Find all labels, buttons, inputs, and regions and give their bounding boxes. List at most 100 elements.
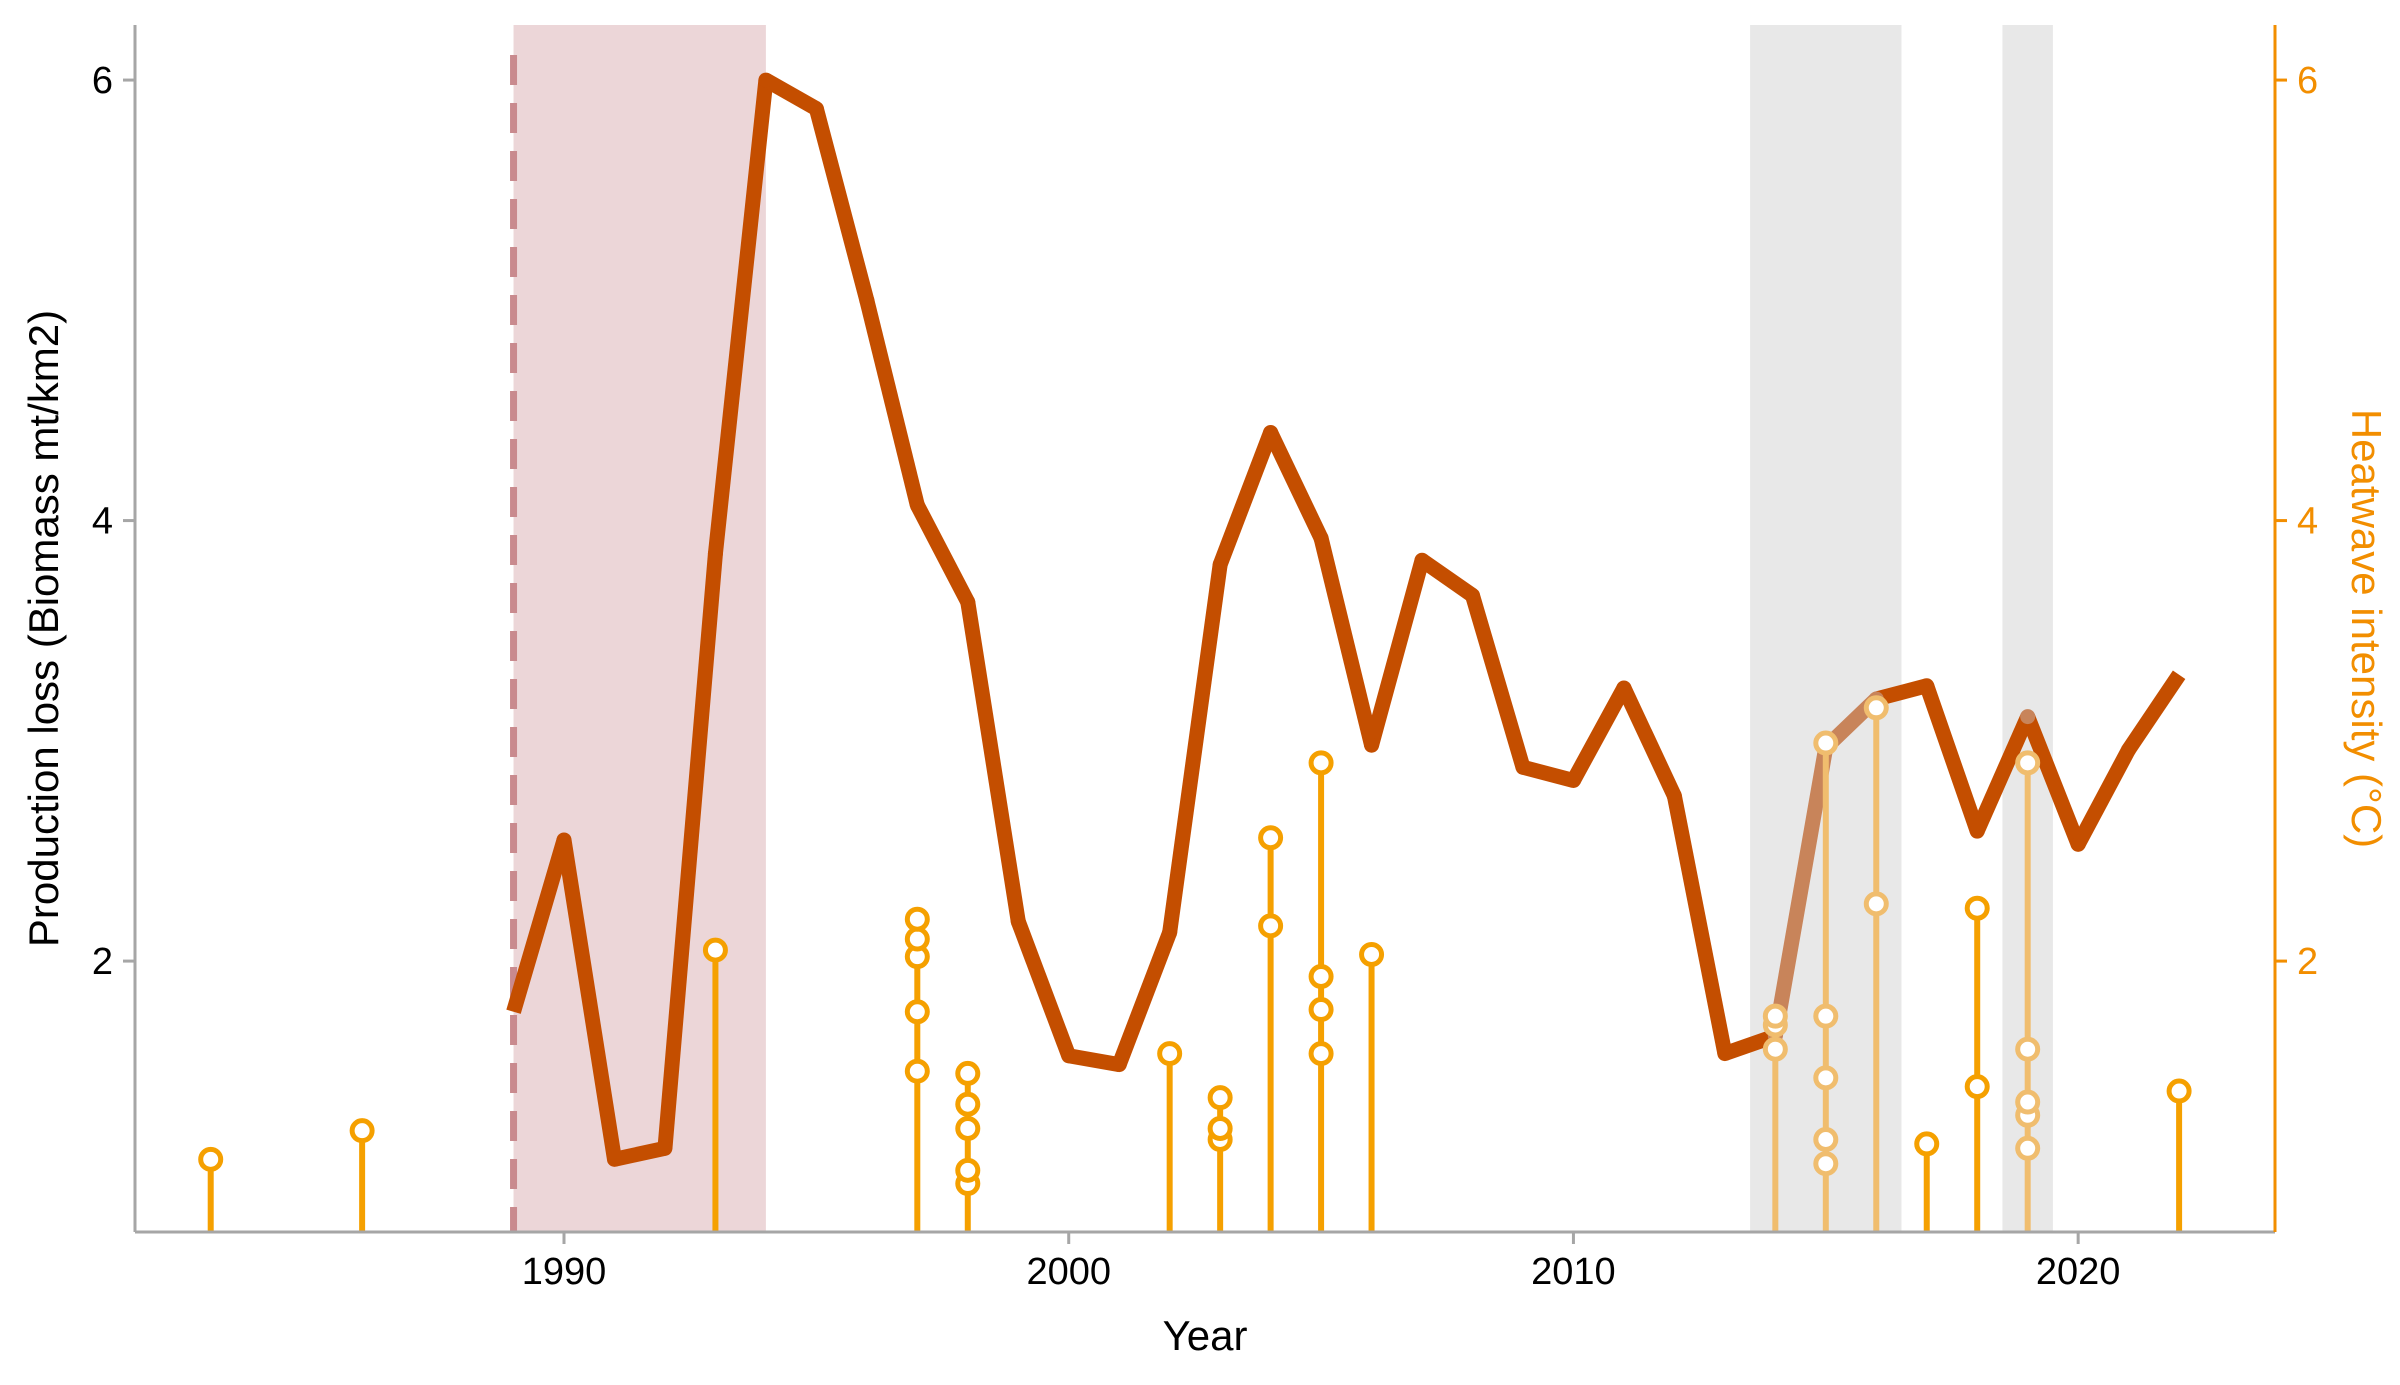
heatwave-marker <box>1813 1151 1839 1177</box>
production-loss-point <box>707 546 723 562</box>
production-loss-point <box>1969 823 1985 839</box>
x-tick-label: 2000 <box>1026 1251 1111 1293</box>
shaded-period-1 <box>513 25 766 1232</box>
production-loss-segment <box>1874 678 1929 707</box>
heatwave-marker <box>955 1060 981 1086</box>
heatwave-marker <box>198 1146 224 1172</box>
shaded-periods <box>510 25 2053 1232</box>
y-tick-label-right: 4 <box>2297 501 2318 543</box>
y-tick-label-left: 6 <box>92 60 113 102</box>
production-loss-series <box>506 72 2186 1167</box>
production-loss-point <box>1111 1057 1127 1073</box>
x-tick-label: 2020 <box>2036 1251 2121 1293</box>
x-tick-label: 1990 <box>522 1251 607 1293</box>
y-axis-title-right: Heatwave intensity (°C) <box>2343 409 2390 848</box>
production-loss-point <box>758 72 774 88</box>
production-loss-segment <box>556 838 622 1161</box>
production-loss-point <box>1061 1048 1077 1064</box>
production-loss-segment <box>859 298 925 507</box>
production-loss-point <box>808 101 824 117</box>
production-loss-point <box>2070 836 2086 852</box>
heatwave-marker <box>349 1118 375 1144</box>
production-loss-point <box>1414 552 1430 568</box>
heatwave-marker <box>955 1115 981 1141</box>
production-loss-point <box>1364 737 1380 753</box>
heatwave-marker <box>904 1058 930 1084</box>
heatwave-marker <box>955 1091 981 1117</box>
heatwave-marker <box>1207 1115 1233 1141</box>
production-loss-point <box>556 832 572 848</box>
heatwave-marker <box>1813 1126 1839 1152</box>
production-loss-segment <box>1667 794 1733 1056</box>
production-loss-segment <box>1213 429 1278 568</box>
heatwave-marker <box>1308 964 1334 990</box>
production-loss-segment <box>762 73 821 116</box>
heatwave-marker <box>1762 1003 1788 1029</box>
production-loss-point <box>1565 772 1581 788</box>
production-loss-segment <box>707 79 774 555</box>
heatwave-marker <box>2015 1089 2041 1115</box>
production-loss-segment <box>2122 670 2186 754</box>
production-loss-segment <box>2071 746 2136 848</box>
heatwave-marker <box>2015 1135 2041 1161</box>
production-loss-segment <box>506 837 572 1014</box>
heatwave-marker <box>1258 913 1284 939</box>
production-loss-segment <box>1767 746 1834 1038</box>
production-loss-segment <box>1722 1028 1778 1061</box>
production-loss-segment <box>1417 554 1477 602</box>
heatwave-marker <box>1308 750 1334 776</box>
heatwave-marker <box>1813 1065 1839 1091</box>
heatwave-marker <box>1914 1131 1940 1157</box>
heatwave-marker <box>2015 1036 2041 1062</box>
production-loss-segment <box>809 106 875 303</box>
production-loss-point <box>657 1140 673 1156</box>
production-loss-segment <box>1067 1048 1121 1072</box>
heatwave-marker <box>904 926 930 952</box>
production-loss-point <box>2121 742 2137 758</box>
production-loss-segment <box>910 501 975 606</box>
production-loss-point <box>606 1151 622 1167</box>
heatwave-series <box>198 695 2192 1232</box>
heatwave-marker <box>1964 895 1990 921</box>
heatwave-marker <box>1863 891 1889 917</box>
axes: 1990 2000 2010 2020 2 4 6 2 4 6 Year Production los… <box>20 25 2390 1359</box>
heatwave-marker <box>1813 730 1839 756</box>
production-loss-segment <box>1162 563 1228 934</box>
production-loss-point <box>1212 557 1228 573</box>
production-loss-segment <box>1112 929 1177 1068</box>
production-loss-segment <box>1465 593 1531 770</box>
y-tick-label-right: 6 <box>2297 60 2318 102</box>
heatwave-marker <box>904 999 930 1025</box>
heatwave-marker <box>1762 1036 1788 1062</box>
production-loss-segment <box>1970 713 2035 835</box>
x-tick-label: 2010 <box>1531 1251 1616 1293</box>
heatwave-marker <box>2015 750 2041 776</box>
production-loss-point <box>909 497 925 513</box>
y-axis-title-left: Production loss (Biomass mt/km2) <box>20 310 67 947</box>
production-loss-point <box>960 594 976 610</box>
production-loss-segment <box>2020 713 2086 848</box>
production-loss-segment <box>1919 683 1985 834</box>
production-loss-point <box>1919 678 1935 694</box>
production-loss-point <box>1162 924 1178 940</box>
production-loss-segment <box>1521 760 1576 788</box>
production-loss-point <box>1515 759 1531 775</box>
production-loss-segment <box>1566 684 1631 785</box>
production-loss-segment <box>612 1140 667 1167</box>
heatwave-marker <box>702 937 728 963</box>
heatwave-marker <box>955 1157 981 1183</box>
heatwave-marker <box>1359 941 1385 967</box>
production-loss-segment <box>1313 536 1379 748</box>
production-loss-point <box>1313 530 1329 546</box>
heatwave-marker <box>1813 1003 1839 1029</box>
heatwave-marker <box>2166 1078 2192 1104</box>
heatwave-marker <box>1157 1041 1183 1067</box>
heatwave-marker <box>904 906 930 932</box>
heatwave-marker <box>1308 1041 1334 1067</box>
production-loss-segment <box>1617 684 1682 800</box>
production-loss-segment <box>1364 558 1430 748</box>
production-loss-point <box>2020 709 2036 725</box>
x-axis-title: Year <box>1163 1312 1248 1359</box>
